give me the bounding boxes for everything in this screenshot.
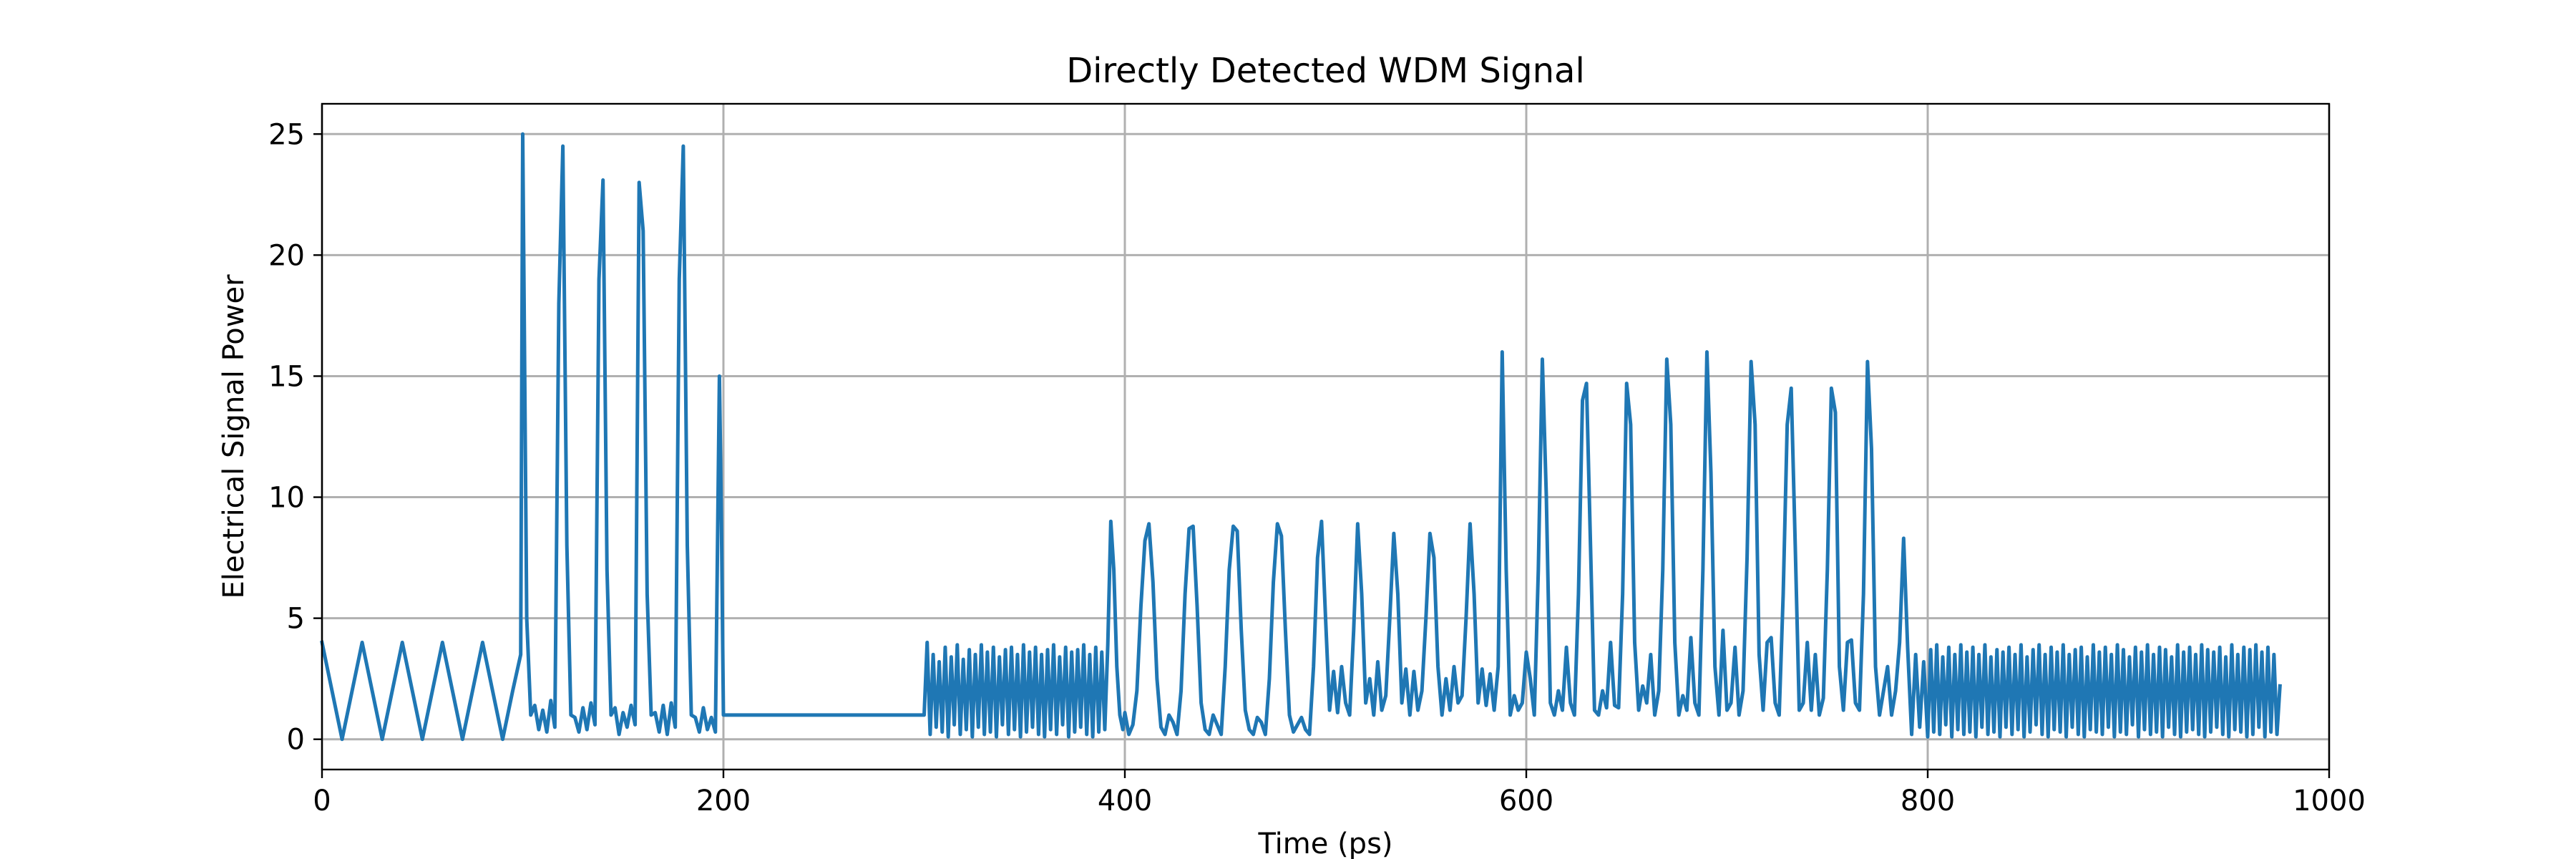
x-tick-label: 400 [1098,785,1152,817]
y-tick-label: 0 [287,724,305,757]
y-tick-label: 10 [268,482,305,515]
x-axis-title: Time (ps) [1257,828,1392,859]
x-tick-label: 0 [313,785,331,817]
plot-frame [321,102,2331,771]
y-tick-label: 20 [268,239,305,272]
x-tick-label: 800 [1901,785,1955,817]
series-line [320,132,2282,742]
x-tick-label: 600 [1499,785,1553,817]
y-tick-label: 15 [268,360,305,393]
x-tick-label: 200 [696,785,751,817]
y-tick-label: 5 [287,603,305,636]
y-tick-label: 25 [268,118,305,151]
tick-layer: 0 200 400 600 800 1000 0 5 10 15 20 25 [268,118,2366,817]
y-axis-title: Electrical Signal Power [218,274,250,599]
series-layer [320,132,2282,742]
chart-title: Directly Detected WDM Signal [1066,51,1585,91]
x-tick-label: 1000 [2293,785,2366,817]
